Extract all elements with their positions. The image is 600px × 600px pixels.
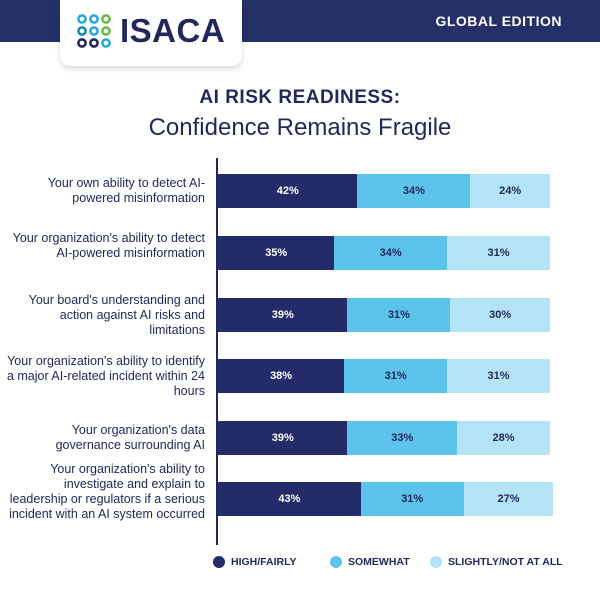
category-label: Your own ability to detect AI-powered mi… bbox=[47, 176, 205, 205]
chart-subtitle: Confidence Remains Fragile bbox=[148, 114, 452, 141]
legend-item: SLIGHTLY/NOT AT ALL bbox=[430, 556, 563, 568]
bar-segment: 31% bbox=[344, 359, 448, 393]
legend-swatch bbox=[330, 556, 342, 568]
data-label: 31% bbox=[384, 370, 407, 382]
bar-segment: 28% bbox=[457, 421, 550, 455]
data-label: 28% bbox=[492, 432, 515, 444]
isaca-logo-icon bbox=[77, 14, 111, 48]
data-label: 42% bbox=[276, 185, 299, 197]
data-label: 34% bbox=[402, 185, 425, 197]
data-label: 27% bbox=[497, 493, 520, 505]
category-label: Your organization's ability to detect AI… bbox=[12, 230, 205, 260]
data-label: 43% bbox=[278, 493, 301, 505]
category-axis-line bbox=[216, 158, 218, 545]
bar-segment: 33% bbox=[347, 421, 458, 455]
chart-title: AI RISK READINESS: bbox=[199, 87, 401, 108]
legend-label: SLIGHTLY/NOT AT ALL bbox=[448, 556, 563, 568]
legend-swatch bbox=[430, 556, 442, 568]
legend-label: HIGH/FAIRLY bbox=[231, 556, 297, 568]
data-label: 33% bbox=[391, 432, 414, 444]
data-label: 31% bbox=[387, 309, 410, 321]
bar-segment: 31% bbox=[360, 482, 464, 516]
bar-segment: 27% bbox=[463, 482, 554, 516]
bar-segment: 31% bbox=[447, 236, 550, 270]
bar-segment: 38% bbox=[218, 359, 345, 393]
data-label: 38% bbox=[270, 370, 293, 382]
bar-segment: 24% bbox=[470, 174, 550, 208]
bar-segment: 30% bbox=[450, 298, 550, 332]
legend-item: HIGH/FAIRLY bbox=[213, 556, 297, 568]
bar-row: 43% 31% 27% bbox=[218, 482, 554, 516]
bar-segment: 43% bbox=[218, 482, 361, 516]
data-label: 39% bbox=[271, 309, 294, 321]
bar-row: 39% 33% 28% bbox=[218, 421, 550, 455]
bar-segment: 31% bbox=[447, 359, 550, 393]
legend-label: SOMEWHAT bbox=[348, 556, 410, 568]
data-label: 24% bbox=[499, 185, 522, 197]
data-label: 30% bbox=[489, 309, 512, 321]
data-label: 31% bbox=[487, 370, 510, 382]
data-label: 31% bbox=[487, 247, 510, 259]
data-label: 34% bbox=[379, 247, 402, 259]
legend-swatch bbox=[213, 556, 225, 568]
bar-segment: 35% bbox=[218, 236, 335, 270]
bar-row: 38% 31% 31% bbox=[218, 359, 550, 393]
logo-text: ISACA bbox=[120, 12, 226, 49]
category-label: Your organization's ability to identify … bbox=[6, 353, 205, 398]
bar-row: 39% 31% 30% bbox=[218, 298, 550, 332]
bar-row: 42% 34% 24% bbox=[218, 174, 550, 208]
bar-row: 35% 34% 31% bbox=[218, 236, 550, 270]
bar-segment: 34% bbox=[334, 236, 448, 270]
bar-segment: 42% bbox=[218, 174, 358, 208]
bar-segment: 31% bbox=[347, 298, 451, 332]
category-label: Your organization's data governance surr… bbox=[55, 423, 205, 452]
data-label: 39% bbox=[271, 432, 294, 444]
bar-segment: 39% bbox=[218, 421, 348, 455]
logo: ISACA bbox=[60, 0, 242, 66]
category-label: Your organization's ability to investiga… bbox=[9, 461, 205, 521]
bar-segment: 34% bbox=[357, 174, 471, 208]
edition-label: GLOBAL EDITION bbox=[435, 13, 562, 29]
data-label: 31% bbox=[401, 493, 424, 505]
legend-item: SOMEWHAT bbox=[330, 556, 410, 568]
bar-segment: 39% bbox=[218, 298, 348, 332]
category-label: Your board's understanding and action ag… bbox=[28, 292, 205, 337]
data-label: 35% bbox=[265, 247, 288, 259]
